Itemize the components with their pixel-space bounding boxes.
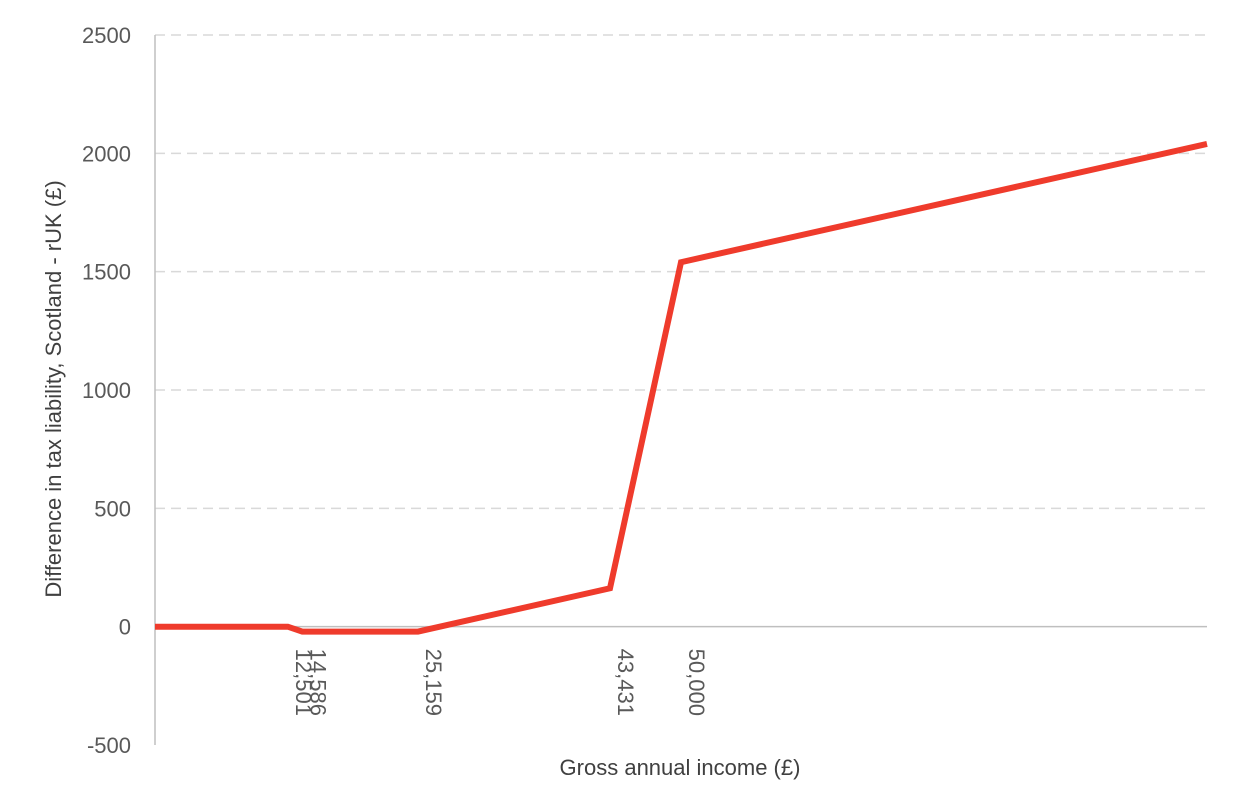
y-tick-label: 500 bbox=[94, 496, 131, 521]
y-axis-title: Difference in tax liability, Scotland - … bbox=[41, 180, 66, 597]
series-layer bbox=[155, 140, 1208, 635]
y-axis-tick-labels: -500 0 500 1000 1500 2000 2500 bbox=[82, 23, 131, 758]
y-tick-label: 0 bbox=[119, 615, 131, 640]
y-tick-label: -500 bbox=[87, 733, 131, 758]
axes bbox=[154, 35, 1207, 745]
x-tick-label: 50,000 bbox=[684, 649, 709, 716]
x-tick-label: 14,586 bbox=[305, 649, 330, 716]
y-tick-label: 2000 bbox=[82, 141, 131, 166]
x-tick-label: 25,159 bbox=[421, 649, 446, 716]
series-line bbox=[155, 140, 1208, 635]
x-axis-title: Gross annual income (£) bbox=[560, 755, 801, 780]
x-tick-label: 43,431 bbox=[613, 649, 638, 716]
y-tick-label: 1000 bbox=[82, 378, 131, 403]
y-tick-label: 1500 bbox=[82, 260, 131, 285]
y-tick-label: 2500 bbox=[82, 23, 131, 48]
x-tick-label: 12,501 bbox=[291, 649, 316, 716]
